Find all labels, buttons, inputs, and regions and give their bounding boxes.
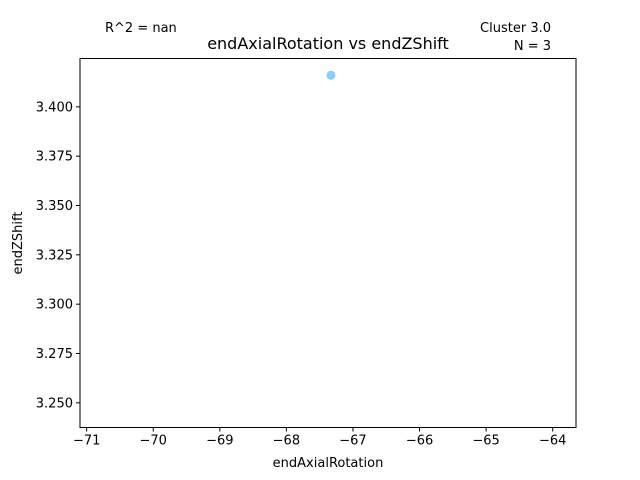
x-tick-label: −68 <box>273 434 300 449</box>
y-axis-ticks: 3.250 3.275 3.300 3.325 3.350 3.375 3.400 <box>36 100 80 411</box>
x-tick-label: −65 <box>472 434 499 449</box>
y-tick-label: 3.250 <box>36 396 73 411</box>
x-tick-label: −66 <box>406 434 433 449</box>
y-tick-label: 3.275 <box>36 347 73 362</box>
data-point <box>326 70 336 80</box>
r2-annotation: R^2 = nan <box>105 21 177 36</box>
x-tick-label: −70 <box>140 434 167 449</box>
x-axis-label: endAxialRotation <box>273 456 384 471</box>
x-tick-label: −64 <box>539 434 566 449</box>
cluster-annotation: Cluster 3.0 <box>480 21 551 36</box>
x-tick-label: −69 <box>206 434 233 449</box>
y-tick-label: 3.350 <box>36 199 73 214</box>
data-points <box>326 70 336 80</box>
plot-frame <box>79 58 577 428</box>
y-axis-label: endZShift <box>11 212 26 275</box>
y-tick-label: 3.300 <box>36 298 73 313</box>
y-tick-label: 3.325 <box>36 248 73 263</box>
y-tick-label: 3.375 <box>36 150 73 165</box>
x-tick-label: −67 <box>339 434 366 449</box>
chart-title: endAxialRotation vs endZShift <box>207 34 449 53</box>
x-tick-label: −71 <box>73 434 100 449</box>
x-axis-ticks: −71 −70 −69 −68 −67 −66 −65 −64 <box>73 427 566 449</box>
count-annotation: N = 3 <box>514 39 551 54</box>
y-tick-label: 3.400 <box>36 100 73 115</box>
